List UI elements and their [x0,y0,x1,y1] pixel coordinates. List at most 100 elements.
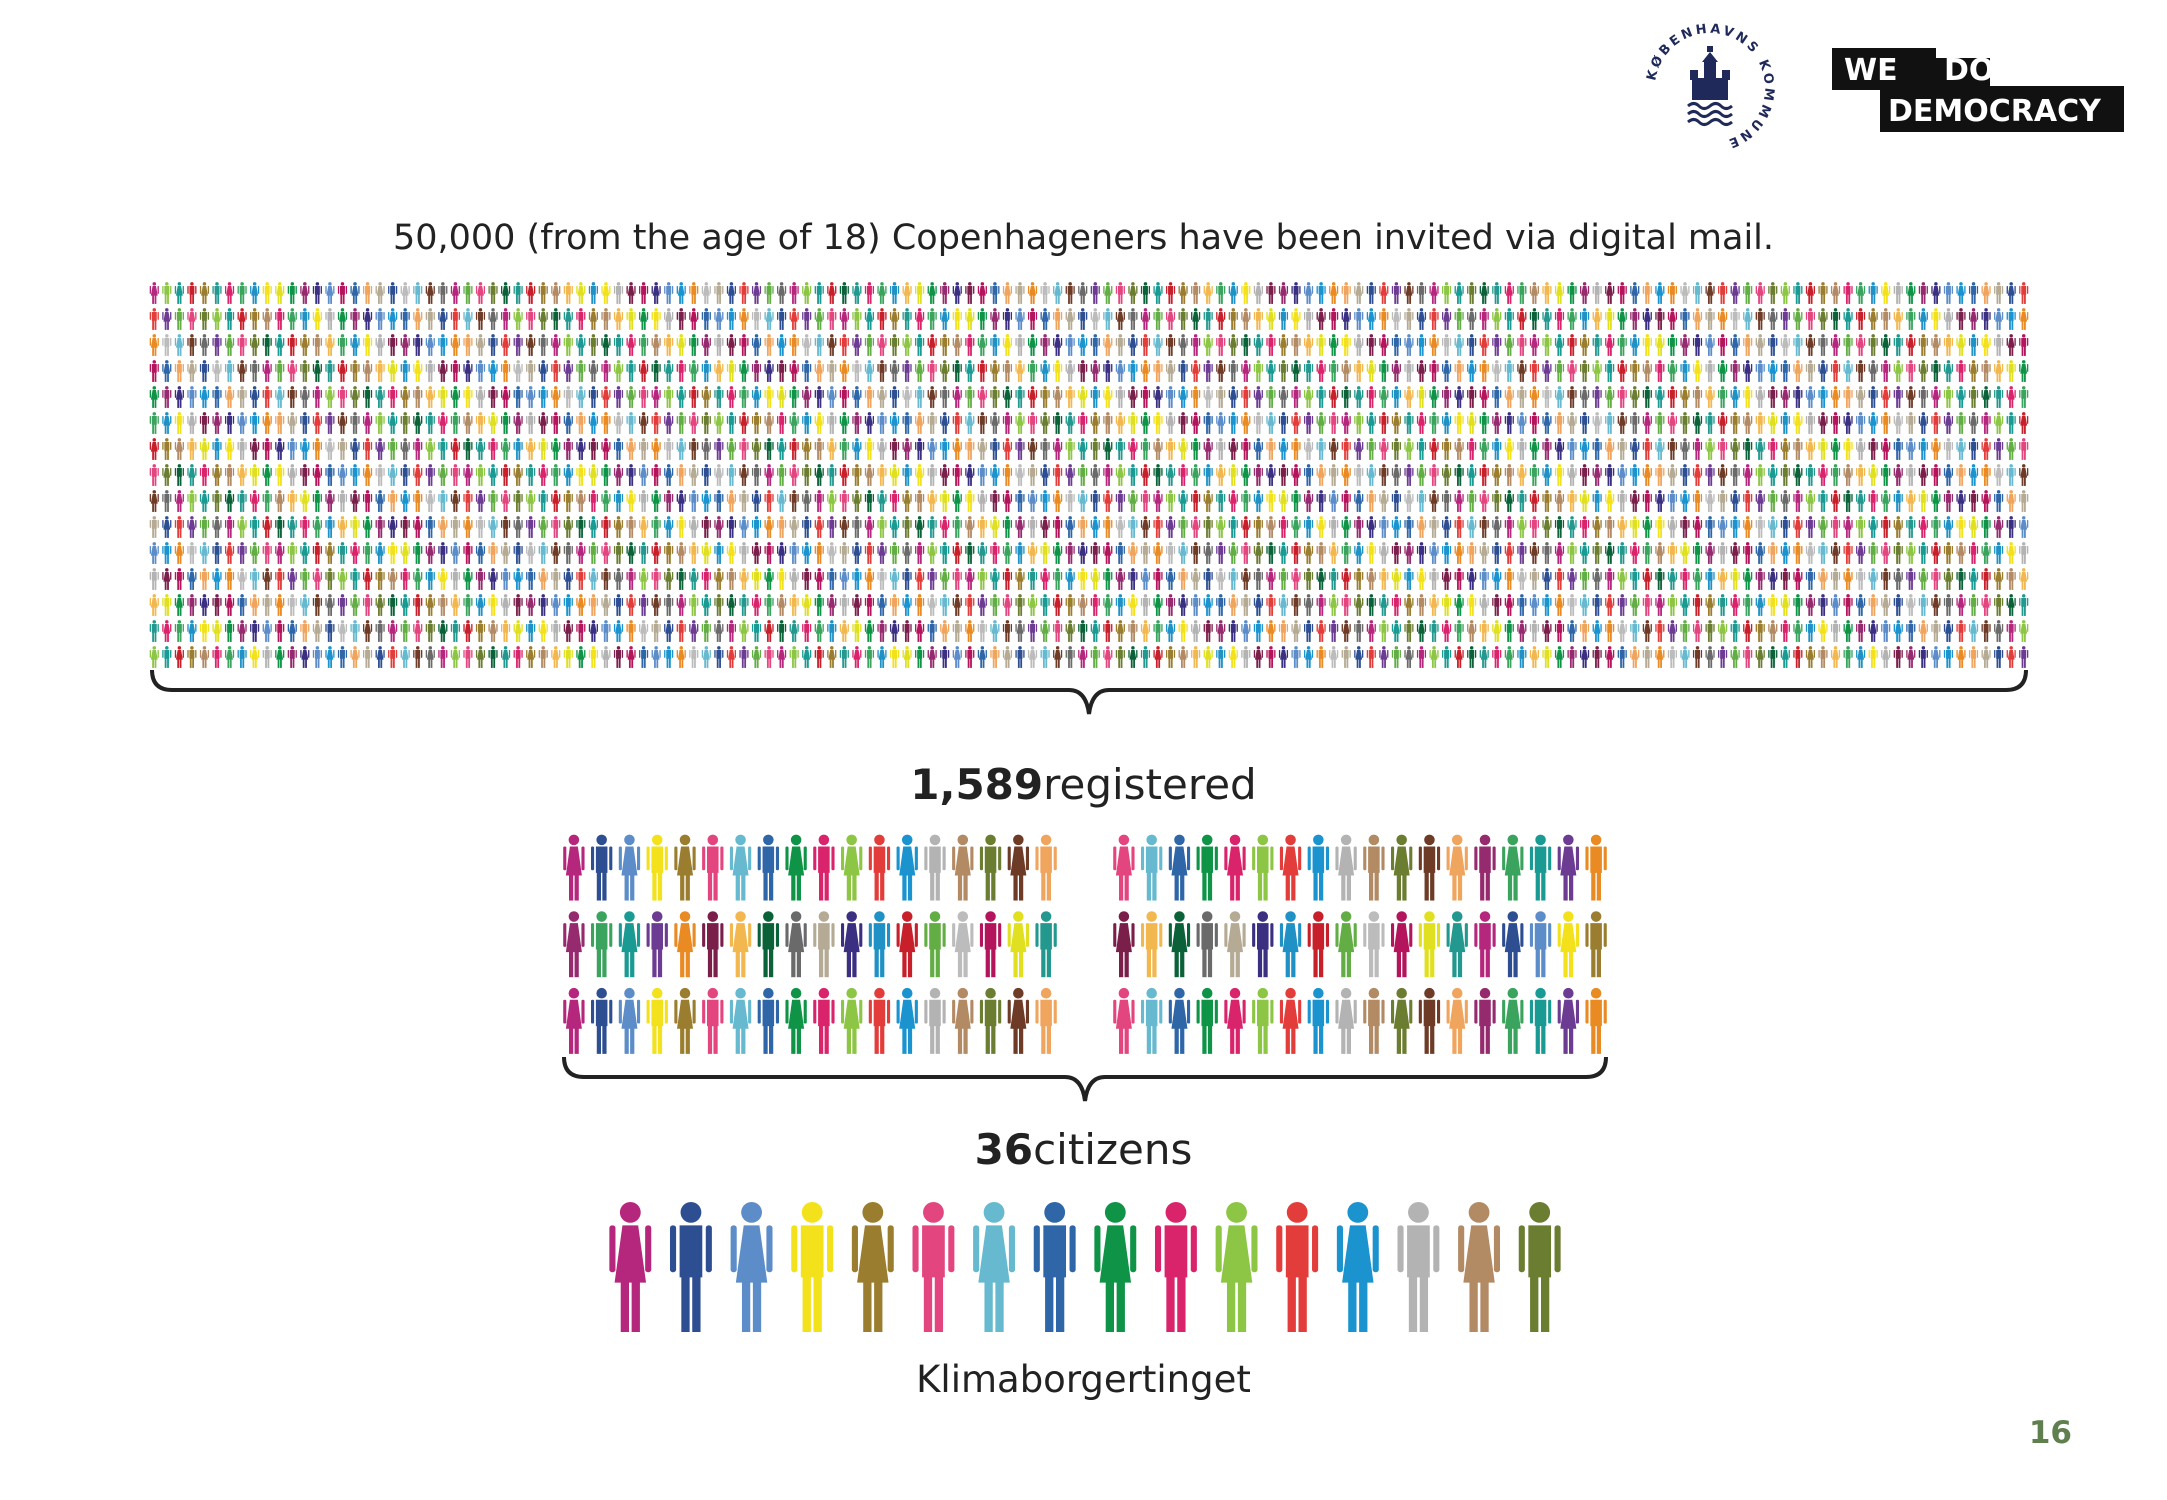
crowd-person-icon [1906,308,1916,330]
crowd-person-icon [1630,542,1640,564]
crowd-person-icon [814,308,824,330]
crowd-person-icon [149,516,159,538]
crowd-person-icon [626,646,636,668]
crowd-person-icon [1153,334,1163,356]
crowd-person-icon [1266,646,1276,668]
registered-person-icon [1474,987,1496,1054]
crowd-person-icon [1529,282,1539,304]
crowd-person-icon [576,594,586,616]
crowd-person-icon [563,516,573,538]
crowd-person-icon [388,646,398,668]
crowd-person-icon [1881,412,1891,434]
crowd-person-icon [275,360,285,382]
crowd-person-icon [1216,594,1226,616]
crowd-person-icon [350,490,360,512]
crowd-person-icon [162,438,172,460]
crowd-person-icon [1103,386,1113,408]
crowd-person-icon [1617,490,1627,512]
crowd-person-icon [814,542,824,564]
crowd-person-icon [676,542,686,564]
crowd-person-icon [1442,516,1452,538]
registered-person-icon [757,834,779,901]
crowd-person-icon [1128,282,1138,304]
crowd-person-icon [1379,594,1389,616]
crowd-person-icon [1517,386,1527,408]
crowd-person-icon [1730,594,1740,616]
crowd-person-icon [513,334,523,356]
crowd-person-icon [1165,412,1176,434]
crowd-person-icon [1893,646,1903,668]
crowd-person-icon [1881,360,1891,382]
crowd-person-icon [1605,308,1615,330]
crowd-person-icon [312,386,322,408]
crowd-person-icon [1705,464,1715,486]
crowd-person-icon [526,386,536,408]
registered-person-icon [1252,834,1274,901]
crowd-person-icon [1053,568,1063,590]
crowd-person-icon [1479,308,1489,330]
crowd-person-icon [1027,360,1038,382]
crowd-person-icon [262,646,272,668]
crowd-person-icon [1554,334,1565,356]
crowd-person-icon [927,594,937,616]
crowd-person-icon [362,490,373,512]
crowd-person-icon [839,360,849,382]
crowd-person-icon [224,568,235,590]
crowd-person-icon [300,334,310,356]
crowd-person-icon [1303,620,1314,642]
registered-person-icon [868,911,891,978]
crowd-person-icon [1692,516,1703,538]
invited-crowd-grid [149,282,2029,668]
crowd-person-icon [1718,646,1728,668]
crowd-person-icon [877,490,887,512]
crowd-person-icon [1730,334,1740,356]
crowd-person-icon [990,516,1000,538]
crowd-person-icon [438,412,448,434]
crowd-person-icon [889,308,900,330]
crowd-person-icon [651,516,661,538]
crowd-person-icon [1492,438,1502,460]
crowd-person-icon [1755,620,1765,642]
crowd-person-icon [1718,490,1728,512]
crowd-person-icon [915,594,925,616]
crowd-person-icon [237,438,247,460]
crowd-person-icon [551,438,561,460]
crowd-person-icon [362,386,373,408]
crowd-person-icon [889,438,900,460]
crowd-person-icon [1015,620,1025,642]
crowd-person-icon [1027,308,1038,330]
crowd-person-icon [362,308,373,330]
crowd-person-icon [1580,516,1590,538]
crowd-person-icon [1454,412,1464,434]
crowd-person-icon [1893,542,1903,564]
crowd-person-icon [551,412,561,434]
crowd-person-icon [1391,386,1401,408]
registered-person-icon [1529,911,1552,978]
crowd-person-icon [777,386,787,408]
crowd-person-icon [475,412,486,434]
crowd-person-icon [1780,438,1790,460]
crowd-person-icon [2006,646,2016,668]
crowd-person-icon [1881,464,1891,486]
crowd-person-icon [839,594,849,616]
crowd-person-icon [1040,464,1050,486]
crowd-person-icon [751,490,762,512]
crowd-person-icon [1416,360,1427,382]
crowd-person-icon [1680,542,1690,564]
crowd-person-icon [1165,542,1176,564]
crowd-person-icon [1040,386,1050,408]
crowd-person-icon [1216,438,1226,460]
crowd-person-icon [1931,490,1941,512]
crowd-person-icon [1529,646,1539,668]
crowd-person-icon [488,594,498,616]
crowd-person-icon [237,594,247,616]
crowd-person-icon [1768,568,1778,590]
crowd-person-icon [1429,360,1439,382]
crowd-person-icon [952,334,962,356]
crowd-person-icon [1078,490,1088,512]
crowd-person-icon [1617,386,1627,408]
crowd-person-icon [1554,360,1565,382]
crowd-person-icon [1065,594,1075,616]
crowd-person-icon [1856,568,1866,590]
crowd-person-icon [1567,568,1577,590]
